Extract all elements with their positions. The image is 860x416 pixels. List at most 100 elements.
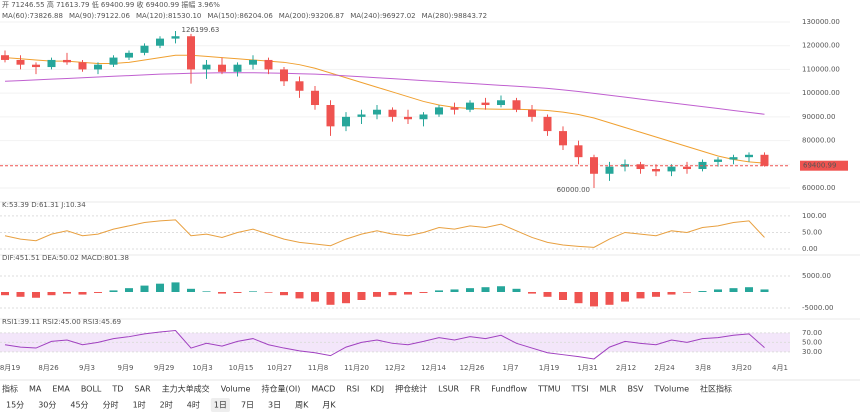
candle-body — [373, 109, 381, 115]
last-price-box — [800, 160, 848, 171]
period-button[interactable]: 3日 — [268, 401, 281, 410]
y-tick-label: 120000.00 — [802, 42, 840, 50]
period-button[interactable]: 分时 — [103, 400, 119, 410]
indicator-button[interactable]: Fundflow — [491, 385, 527, 394]
period-button[interactable]: 15分 — [6, 401, 24, 410]
indicator-button[interactable]: BSV — [627, 385, 643, 394]
y-tick-label: 110000.00 — [802, 65, 840, 73]
x-tick-label: 12月26 — [460, 364, 485, 372]
x-tick-label: 3月8 — [695, 364, 711, 372]
x-tick-label: 4月1 — [772, 364, 788, 372]
period-button[interactable]: 周K — [295, 401, 309, 410]
indicator-button[interactable]: TVolume — [653, 385, 689, 394]
ma-line — [4, 54, 765, 164]
candle-body — [1, 55, 9, 60]
macd-bar — [466, 288, 474, 292]
candle-body — [435, 107, 443, 115]
candle-body — [559, 131, 567, 146]
macd-bar — [140, 285, 149, 292]
candle-body — [311, 90, 319, 106]
indicator-button[interactable]: FR — [470, 385, 481, 394]
period-button[interactable]: 2时 — [160, 400, 173, 410]
macd-bar — [47, 292, 56, 296]
candle-body — [652, 169, 660, 172]
macd-bar — [512, 288, 521, 292]
macd-bar — [590, 292, 598, 307]
period-button[interactable]: 45分 — [70, 401, 88, 410]
indicator-button[interactable]: 指标 — [2, 384, 18, 394]
period-button[interactable]: 1时 — [133, 400, 146, 410]
indicator-button[interactable]: 押仓统计 — [395, 384, 427, 394]
macd-bar — [109, 290, 118, 292]
period-button[interactable]: 4时 — [187, 400, 200, 410]
macd-bar — [559, 292, 567, 300]
indicator-button[interactable]: 持仓量(OI) — [261, 384, 300, 394]
macd-bar — [218, 292, 226, 294]
candle-body — [543, 116, 552, 132]
y-tick-label: 60000.00 — [802, 184, 835, 192]
indicator-button[interactable]: KDJ — [370, 385, 384, 394]
macd-bar — [714, 289, 722, 292]
macd-bar — [78, 292, 87, 295]
macd-bar — [404, 292, 412, 295]
x-tick-label: 11月20 — [344, 364, 369, 372]
x-tick-label: 10月3 — [192, 364, 212, 372]
period-button[interactable]: 月K — [322, 401, 336, 410]
indicator-button[interactable]: TD — [111, 385, 123, 394]
indicator-button[interactable]: 社区指标 — [700, 384, 732, 394]
y-tick-label: 80000.00 — [802, 137, 835, 145]
indicator-button[interactable]: RSI — [346, 385, 359, 394]
macd-bar — [450, 289, 459, 292]
candle-body — [729, 157, 738, 160]
candle-body — [295, 81, 304, 91]
period-button[interactable]: 1日 — [214, 401, 227, 410]
indicator-button[interactable]: MA — [29, 385, 42, 394]
panel-legend: DIF:451.51 DEA:50.02 MACD:801.38 — [2, 254, 129, 262]
macd-bar — [683, 292, 691, 293]
x-tick-label: 2月24 — [654, 364, 675, 372]
indicator-button[interactable]: 主力大单成交 — [162, 384, 210, 394]
macd-bar — [698, 291, 707, 292]
macd-bar — [311, 292, 319, 302]
candle-body — [249, 59, 257, 65]
macd-bar — [249, 291, 257, 292]
ma-legend: MA(150):86204.06 — [207, 12, 273, 20]
y-tick-label: 50.00 — [802, 228, 822, 236]
y-tick-label: 5000.00 — [802, 272, 831, 280]
candle-body — [683, 166, 691, 170]
indicator-button[interactable]: TTMU — [537, 385, 561, 394]
indicator-button[interactable]: SAR — [134, 385, 151, 394]
period-button[interactable]: 30分 — [38, 401, 56, 410]
indicator-button[interactable]: Volume — [221, 385, 251, 394]
indicator-button[interactable]: BOLL — [81, 385, 102, 394]
x-tick-label: 9月9 — [118, 364, 134, 372]
candle-body — [528, 109, 536, 117]
macd-bar — [342, 292, 350, 304]
last-price-label: 69400.99 — [803, 162, 836, 170]
period-button[interactable]: 7日 — [241, 401, 254, 410]
indicator-button[interactable]: TTSI — [570, 385, 588, 394]
candle-body — [605, 166, 614, 174]
candle-body — [404, 116, 412, 120]
active-period-bg — [210, 398, 230, 412]
macd-bar — [481, 287, 490, 292]
candle-body — [388, 109, 397, 117]
indicator-button[interactable]: EMA — [52, 385, 70, 394]
indicator-button[interactable]: MLR — [600, 385, 617, 394]
candle-body — [450, 107, 459, 110]
macd-bar — [760, 289, 769, 292]
candle-body — [419, 114, 428, 120]
y-tick-label: -5000.00 — [802, 304, 833, 312]
indicator-button[interactable]: LSUR — [438, 385, 459, 394]
candle-body — [187, 36, 195, 70]
ma-legend: MA(90):79122.06 — [69, 12, 131, 20]
macd-bar — [729, 288, 738, 292]
x-tick-label: 9月3 — [79, 364, 95, 372]
macd-bar — [63, 292, 71, 294]
macd-bar — [171, 282, 180, 292]
macd-bar — [543, 292, 552, 297]
macd-bar — [280, 292, 288, 296]
candle-body — [574, 145, 583, 158]
indicator-button[interactable]: MACD — [311, 385, 335, 394]
macd-bar — [187, 288, 195, 292]
